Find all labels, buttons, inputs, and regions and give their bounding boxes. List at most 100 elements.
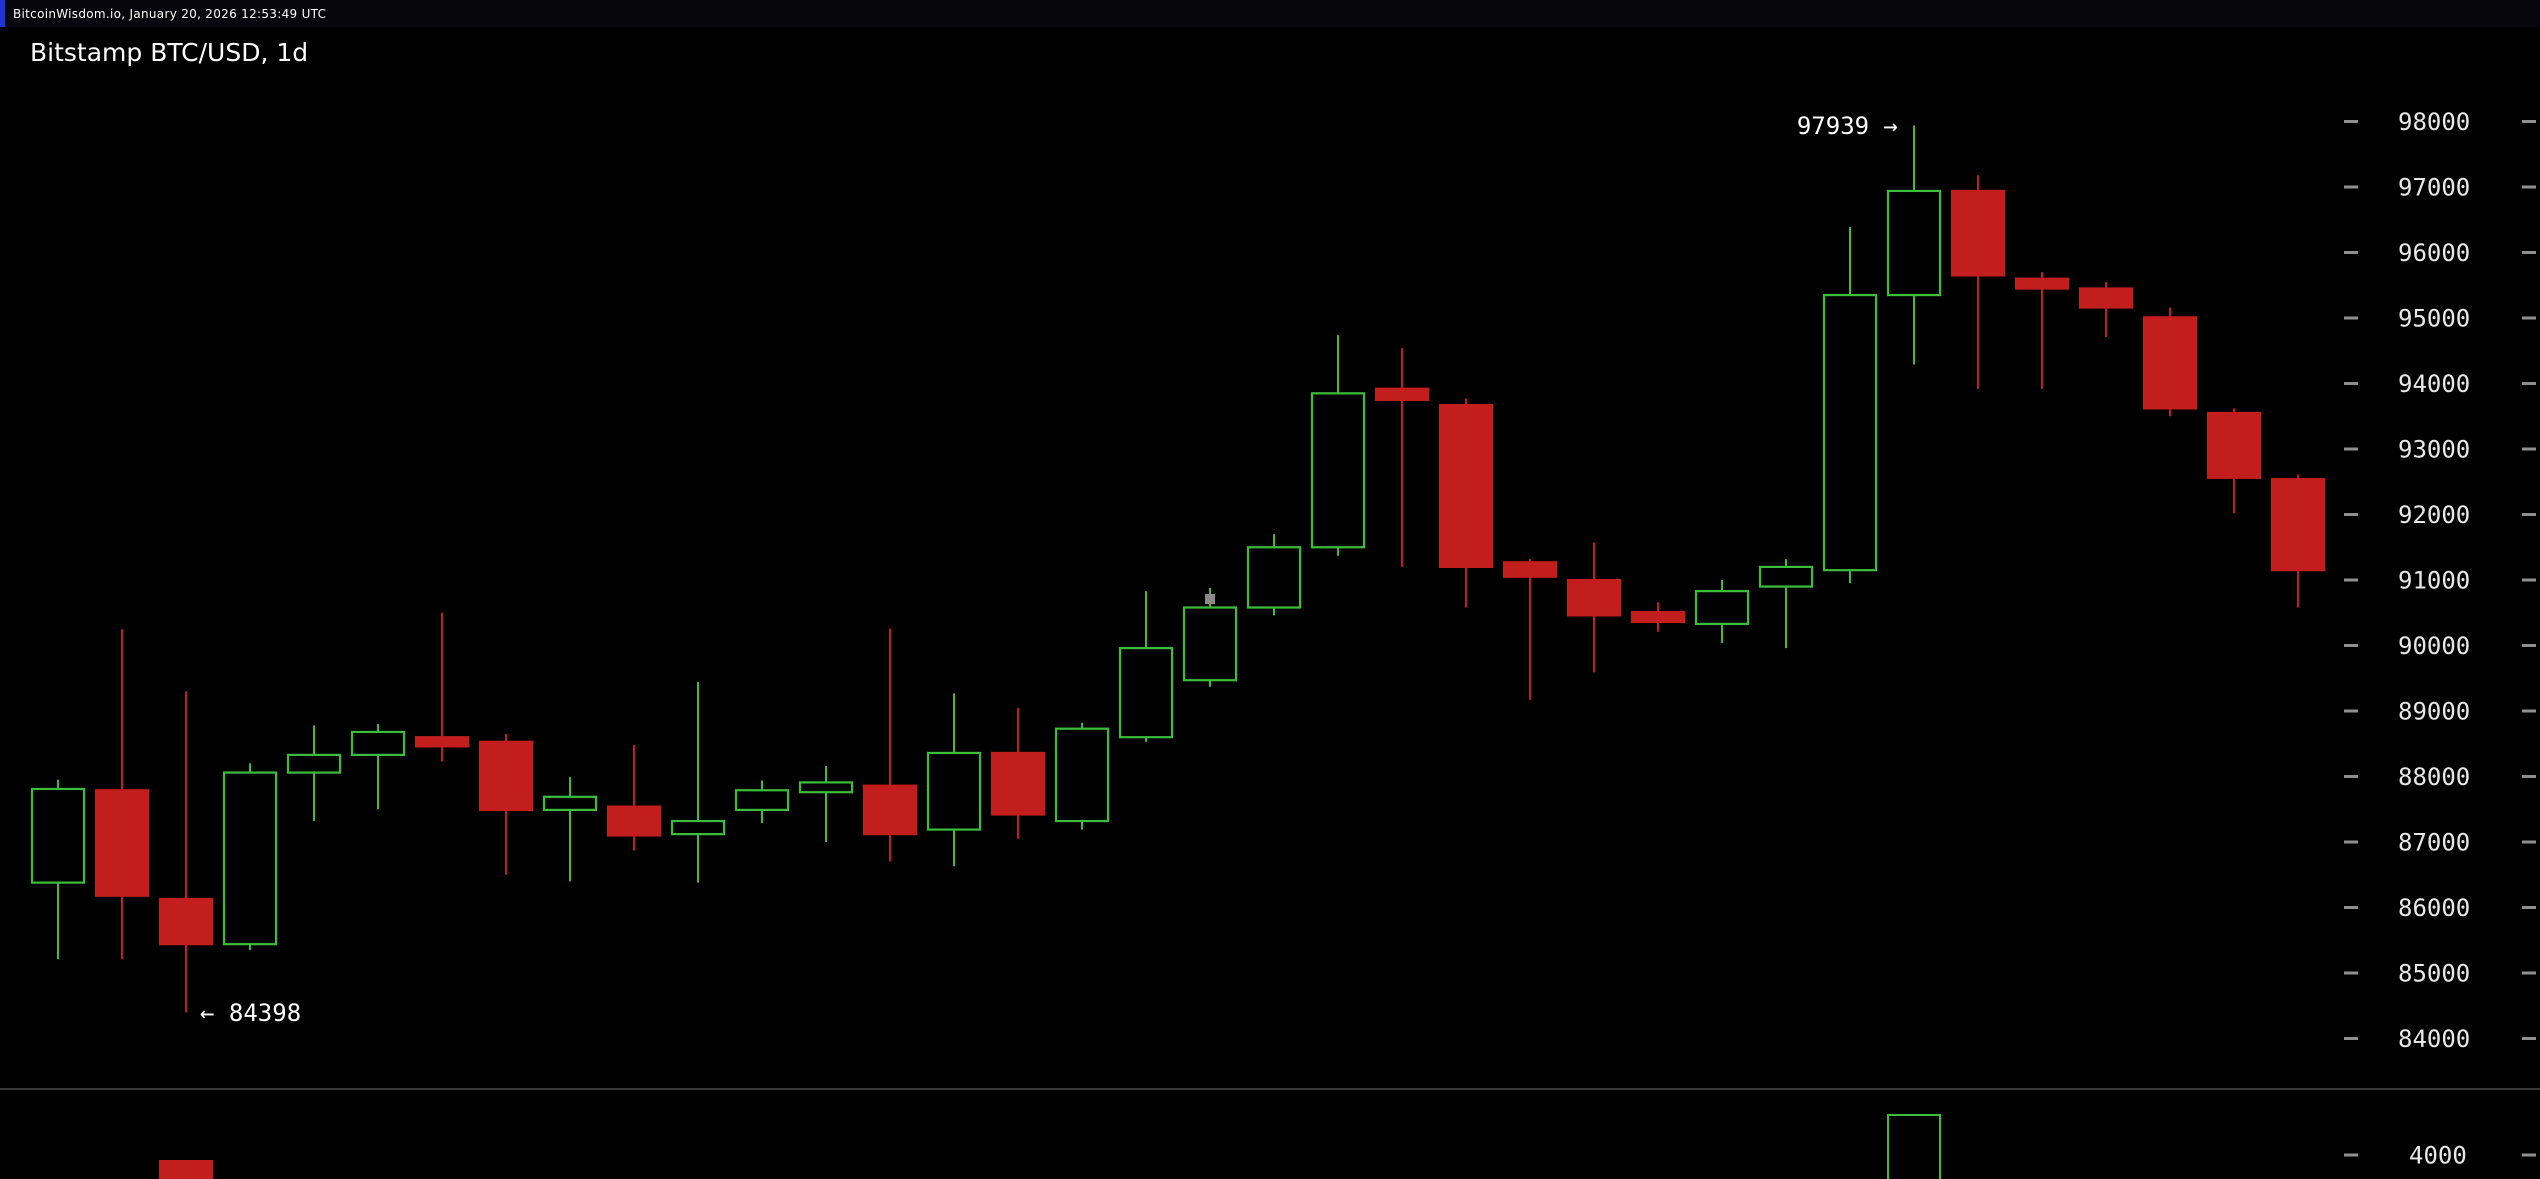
candle — [862, 628, 918, 862]
candle-body — [1630, 610, 1686, 624]
axis-tick-dash — [2344, 1037, 2358, 1040]
price-axis-label: 95000 — [2398, 305, 2470, 333]
candle — [30, 779, 86, 960]
candle-body — [2206, 411, 2262, 479]
axis-tick-dash — [2522, 775, 2536, 778]
candle-body — [1246, 546, 1302, 609]
candle-body — [1886, 189, 1942, 297]
titlebar-accent — [0, 0, 5, 27]
candle-body — [2078, 287, 2134, 309]
candle-body — [1950, 189, 2006, 277]
candle — [2206, 408, 2262, 514]
axis-tick-dash — [2344, 316, 2358, 320]
candle-body — [94, 789, 150, 897]
chart-title: Bitstamp BTC/USD, 1d — [30, 38, 309, 67]
axis-tick-dash — [2522, 906, 2536, 909]
candle-body — [222, 771, 278, 946]
axis-tick-dash — [2344, 447, 2358, 451]
candle-body — [542, 795, 598, 812]
axis-tick-dash — [2522, 120, 2536, 123]
pane-separator — [0, 1088, 2540, 1090]
price-axis-label: 85000 — [2398, 960, 2470, 988]
price-axis-label: 88000 — [2398, 763, 2470, 791]
candle-body — [478, 740, 534, 812]
candle-body — [1374, 387, 1430, 401]
price-axis-label: 92000 — [2398, 501, 2470, 529]
axis-tick-dash — [2344, 644, 2358, 647]
candle-body — [1310, 392, 1366, 549]
axis-tick-dash — [2344, 120, 2358, 123]
candle-body — [862, 784, 918, 836]
candle — [2142, 307, 2198, 417]
candle — [1310, 335, 1366, 556]
candle — [670, 682, 726, 883]
axis-tick-dash — [2344, 709, 2358, 713]
candle — [1118, 591, 1174, 742]
axis-tick-dash — [2522, 578, 2536, 582]
axis-tick-dash — [2344, 906, 2358, 909]
axis-tick-dash — [2522, 709, 2536, 713]
candle-body — [734, 789, 790, 812]
candle-body — [798, 781, 854, 794]
axis-tick-dash — [2522, 251, 2536, 254]
candle-body — [1502, 561, 1558, 578]
candle — [606, 745, 662, 851]
axis-tick-dash — [2344, 382, 2358, 385]
axis-tick-dash — [2522, 644, 2536, 647]
candle-body — [1822, 293, 1878, 572]
candle-body — [1182, 606, 1238, 682]
price-axis-label: 97000 — [2398, 174, 2470, 202]
volume-bar — [1887, 1114, 1941, 1179]
axis-tick-dash — [2344, 971, 2358, 975]
candle — [286, 725, 342, 822]
candle — [2078, 281, 2134, 337]
candle — [926, 693, 982, 867]
axis-tick-dash — [2344, 185, 2358, 189]
candle-body — [1758, 565, 1814, 588]
price-axis-label: 84000 — [2398, 1025, 2470, 1053]
candle — [798, 766, 854, 842]
candle — [350, 724, 406, 810]
price-axis-label: 90000 — [2398, 632, 2470, 660]
candle — [222, 763, 278, 951]
candle — [1054, 722, 1110, 830]
axis-tick-dash — [2522, 382, 2536, 385]
candle — [94, 629, 150, 960]
candle — [1822, 226, 1878, 584]
axis-tick-dash — [2344, 775, 2358, 778]
candle-body — [414, 736, 470, 748]
axis-tick-dash — [2522, 1153, 2536, 1157]
candle — [158, 691, 214, 1013]
candle-body — [30, 787, 86, 884]
candle — [1566, 542, 1622, 673]
axis-tick-dash — [2344, 840, 2358, 844]
candle — [990, 707, 1046, 839]
price-axis-label: 93000 — [2398, 436, 2470, 464]
crosshair-dot — [1205, 594, 1215, 604]
candle-body — [1438, 404, 1494, 568]
candle-body — [1694, 590, 1750, 625]
candle-body — [670, 819, 726, 836]
price-axis-label: 89000 — [2398, 698, 2470, 726]
axis-tick-dash — [2522, 513, 2536, 516]
candle-body — [1118, 647, 1174, 739]
axis-tick-dash — [2522, 447, 2536, 451]
candle-body — [2014, 277, 2070, 290]
candle-body — [2270, 478, 2326, 572]
candle-body — [350, 730, 406, 756]
candle — [1630, 602, 1686, 632]
volume-bar — [159, 1160, 213, 1179]
price-axis-label: 96000 — [2398, 239, 2470, 267]
candle-body — [606, 805, 662, 837]
axis-tick-dash — [2344, 1153, 2358, 1157]
candle-body — [1054, 727, 1110, 823]
price-axis-label: 87000 — [2398, 829, 2470, 857]
candle — [478, 733, 534, 875]
candle — [1246, 534, 1302, 616]
candle-body — [2142, 316, 2198, 410]
price-axis-label: 86000 — [2398, 894, 2470, 922]
candle-body — [286, 753, 342, 774]
candle-body — [926, 751, 982, 831]
candle — [1502, 559, 1558, 700]
